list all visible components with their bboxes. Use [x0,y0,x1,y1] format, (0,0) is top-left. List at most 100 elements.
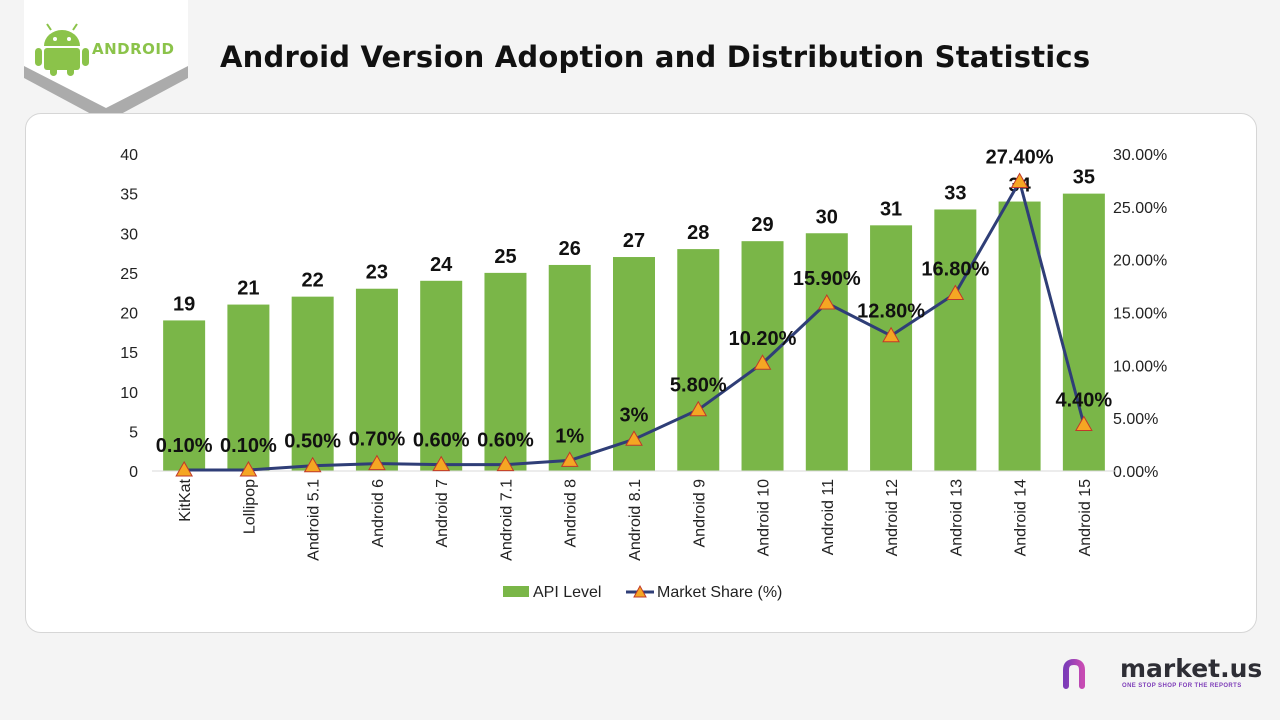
line-data-label: 15.90% [793,268,861,290]
line-data-label: 0.70% [349,429,406,451]
x-axis-category-label: Android 8.1 [627,479,644,561]
market-share-marker [882,326,900,343]
combo-chart: 0 5 10 15 20 25 30 35 40 0.00% 5.00% 10.00% 15.00% 20… [120,146,1167,601]
bar-api-level [420,280,463,471]
line-data-label: 1% [555,425,584,447]
y2-axis-tick-label: 20.00% [1113,253,1167,270]
bar-data-label: 35 [1073,167,1095,189]
line-data-label: 5.80% [670,375,727,397]
bar-api-level [548,264,591,471]
bar-data-label: 28 [687,222,709,244]
x-axis-category-label: Lollipop [241,479,258,534]
legend-label-api-level: API Level [533,584,601,601]
android-wordmark: ANDROID [92,40,174,58]
x-axis-category-label: Android 7 [434,479,451,548]
x-axis-category-label: Android 12 [884,479,901,556]
bar-data-label: 31 [880,198,902,220]
bar-data-label: 26 [559,238,581,260]
bar-data-label: 27 [623,230,645,252]
legend-label-market-share: Market Share (%) [657,584,782,601]
bar-api-level [677,249,720,471]
legend-marker-market-share [633,584,647,598]
x-axis-category-label: Android 11 [820,479,837,555]
y-axis-tick-label: 35 [120,187,138,204]
line-data-label: 12.80% [857,301,925,323]
y-axis-tick-label: 30 [120,226,138,243]
y-axis-tick-label: 40 [120,147,138,164]
x-axis-category-label: Android 10 [756,479,773,556]
market-share-marker [946,284,965,300]
brand-tagline: ONE STOP SHOP FOR THE REPORTS [1122,683,1242,689]
market-share-marker [753,354,772,370]
market-share-marker [1075,415,1093,432]
bar-data-label: 25 [494,246,516,268]
x-axis-category-label: Android 5.1 [306,479,323,561]
bar-api-level [998,201,1041,472]
bar-api-level [227,304,270,471]
y2-axis-tick-label: 10.00% [1113,358,1167,375]
market-share-marker [689,400,708,417]
x-axis-category-label: Android 13 [948,479,965,556]
bar-data-label: 21 [237,278,259,300]
line-data-label: 3% [620,404,649,426]
bar-data-label: 22 [302,270,324,292]
y2-axis-tick-label: 15.00% [1113,306,1167,323]
x-axis-category-label: Android 7.1 [498,479,515,561]
market-share-marker [432,455,451,472]
y2-axis-tick-label: 25.00% [1113,200,1167,217]
y2-axis-tick-label: 5.00% [1113,411,1158,428]
bar-api-level [870,225,913,471]
bar-api-level [291,296,334,471]
bar-api-level [805,233,848,471]
bar-api-level [163,320,206,471]
market-us-logo-icon [1063,658,1107,689]
market-us-brand: market.us ONE STOP SHOP FOR THE REPORTS [1062,654,1263,696]
line-data-label: 0.60% [477,430,534,452]
x-axis-category-label: Android 15 [1077,479,1094,556]
line-data-label: 0.60% [413,430,470,452]
y-axis-tick-label: 10 [120,385,138,402]
bar-data-label: 24 [430,254,453,276]
y2-axis-tick-label: 0.00% [1113,464,1158,481]
market-share-marker [1010,172,1029,188]
market-share-marker [560,451,579,467]
bar-data-label: 29 [751,214,773,236]
legend-swatch-api-level [503,586,529,597]
page-title: Android Version Adoption and Distributio… [220,40,1091,74]
x-axis-category-label: Android 9 [691,479,708,548]
android-badge: ANDROID [24,0,188,122]
line-data-label: 0.50% [284,431,341,453]
line-data-label: 16.80% [921,258,989,280]
market-share-marker [239,460,258,477]
android-robot-icon [35,23,89,76]
line-data-label: 0.10% [156,435,213,457]
bar-data-label: 30 [816,206,838,228]
bar-api-level [934,209,977,471]
market-share-marker [817,293,836,310]
line-data-label: 10.20% [729,328,797,350]
x-axis-category-label: Android 14 [1013,479,1030,556]
market-share-marker [175,460,193,477]
bar-api-level [484,272,527,471]
line-data-label: 27.40% [986,146,1054,168]
y-axis-tick-label: 5 [129,424,138,441]
market-share-marker [303,456,322,473]
brand-name: market.us [1120,654,1263,683]
bar-data-label: 23 [366,262,388,284]
x-axis-category-label: Android 8 [563,479,580,548]
y-axis-tick-label: 0 [129,464,138,481]
line-data-label: 0.10% [220,435,277,457]
bar-data-label: 33 [944,182,966,204]
market-share-marker [368,454,386,471]
y-axis-tick-label: 15 [120,345,138,362]
market-share-marker [496,455,515,472]
y-axis-tick-label: 25 [120,266,138,283]
y-axis-tick-label: 20 [120,306,138,323]
line-data-label: 4.40% [1056,390,1113,412]
x-axis-category-label: Android 6 [370,479,387,548]
x-axis-category-label: KitKat [177,478,194,521]
chart-card: 0 5 10 15 20 25 30 35 40 0.00% 5.00% 10.00% 15.00% 20… [25,113,1257,633]
bar-data-label: 19 [173,293,195,315]
market-share-marker [625,430,643,446]
bar-api-level [355,288,398,471]
